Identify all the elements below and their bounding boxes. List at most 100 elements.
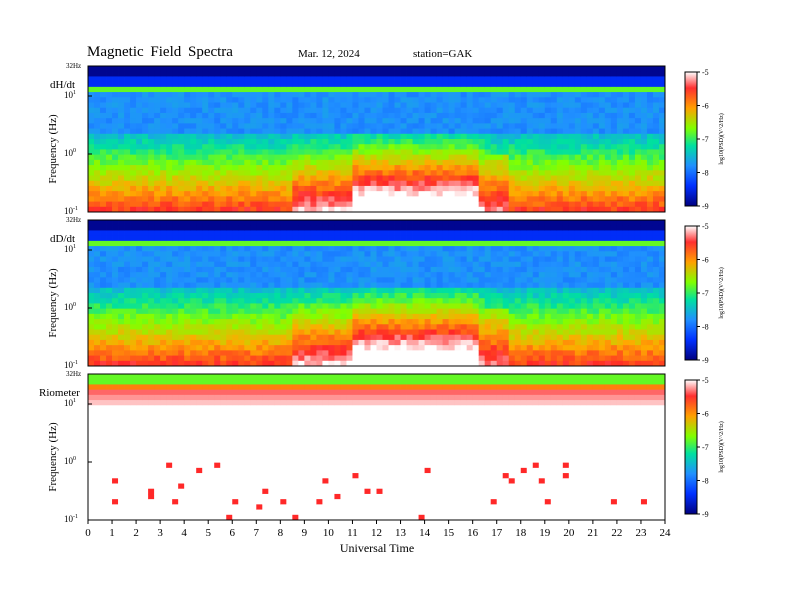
heatmap-cell bbox=[574, 256, 582, 263]
heatmap-cell bbox=[178, 102, 185, 109]
heatmap-cell bbox=[412, 175, 419, 182]
heatmap-cell bbox=[274, 123, 281, 129]
heatmap-cell bbox=[148, 107, 155, 114]
heatmap-cell bbox=[412, 225, 419, 231]
heatmap-cell bbox=[532, 251, 540, 257]
heatmap-cell bbox=[442, 123, 450, 129]
heatmap-cell bbox=[274, 287, 281, 294]
heatmap-cell bbox=[598, 107, 606, 114]
heatmap-cell bbox=[280, 230, 287, 237]
heatmap-cell bbox=[556, 308, 564, 315]
heatmap-cell bbox=[400, 102, 407, 109]
heatmap-cell bbox=[454, 196, 462, 202]
heatmap-cell bbox=[286, 66, 293, 72]
heatmap-cell bbox=[208, 350, 215, 356]
heatmap-cell bbox=[292, 355, 299, 362]
heatmap-cell bbox=[484, 71, 492, 77]
heatmap-cell bbox=[340, 256, 347, 263]
heatmap-cell bbox=[310, 266, 317, 273]
heatmap-cell bbox=[298, 287, 305, 294]
heatmap-cell bbox=[304, 293, 311, 299]
heatmap-cell bbox=[226, 180, 233, 187]
heatmap-cell bbox=[196, 324, 203, 330]
heatmap-cell bbox=[592, 191, 600, 197]
heatmap-cell bbox=[424, 92, 431, 98]
heatmap-cell bbox=[424, 97, 431, 103]
heatmap-cell bbox=[454, 81, 462, 88]
heatmap-cell bbox=[430, 123, 437, 129]
heatmap-cell bbox=[634, 180, 642, 187]
heatmap-cell bbox=[550, 97, 558, 103]
heatmap-cell bbox=[484, 350, 492, 356]
heatmap-cell bbox=[220, 225, 227, 231]
heatmap-cell bbox=[298, 220, 305, 226]
heatmap-cell bbox=[382, 112, 389, 119]
heatmap-cell bbox=[454, 293, 462, 299]
heatmap-cell bbox=[292, 144, 299, 150]
heatmap-cell bbox=[526, 225, 534, 231]
heatmap-cell bbox=[580, 86, 588, 93]
heatmap-cell bbox=[208, 334, 215, 341]
heatmap-cell bbox=[304, 313, 311, 320]
heatmap-cell bbox=[160, 298, 167, 304]
heatmap-cell bbox=[568, 81, 576, 88]
heatmap-cell bbox=[286, 339, 293, 346]
heatmap-cell bbox=[520, 240, 528, 247]
heatmap-cell bbox=[442, 149, 450, 156]
heatmap-cell bbox=[406, 272, 413, 278]
heatmap-cell bbox=[424, 149, 431, 156]
heatmap-cell bbox=[646, 175, 654, 182]
heatmap-cell bbox=[208, 319, 215, 325]
heatmap-cell bbox=[454, 112, 462, 119]
heatmap-cell bbox=[430, 277, 437, 283]
heatmap-cell bbox=[502, 345, 510, 351]
heatmap-cell bbox=[490, 319, 498, 325]
heatmap-cell bbox=[454, 159, 462, 166]
heatmap-cell bbox=[178, 154, 185, 161]
heatmap-cell bbox=[436, 144, 444, 150]
heatmap-cell bbox=[130, 185, 137, 192]
heatmap-cell bbox=[118, 251, 125, 257]
heatmap-cell bbox=[430, 345, 437, 351]
heatmap-cell bbox=[442, 313, 450, 320]
heatmap-cell bbox=[316, 246, 323, 252]
heatmap-cell bbox=[94, 287, 101, 294]
heatmap-cell bbox=[250, 76, 257, 83]
heatmap-cell bbox=[418, 86, 425, 93]
heatmap-cell bbox=[220, 246, 227, 252]
heatmap-cell bbox=[568, 240, 576, 247]
heatmap-cell bbox=[502, 196, 510, 202]
heatmap-cell bbox=[454, 329, 462, 336]
heatmap-cell bbox=[364, 133, 371, 140]
heatmap-cell bbox=[550, 240, 558, 247]
heatmap-cell bbox=[226, 345, 233, 351]
heatmap-cell bbox=[388, 324, 395, 330]
heatmap-cell bbox=[532, 261, 540, 268]
heatmap-cell bbox=[556, 339, 564, 346]
heatmap-cell bbox=[364, 246, 371, 252]
heatmap-cell bbox=[568, 128, 576, 135]
heatmap-cell bbox=[646, 86, 654, 93]
heatmap-cell bbox=[436, 123, 444, 129]
heatmap-cell bbox=[376, 308, 383, 315]
heatmap-cell bbox=[550, 230, 558, 237]
heatmap-cell bbox=[460, 298, 468, 304]
heatmap-cell bbox=[322, 102, 329, 109]
heatmap-cell bbox=[628, 118, 636, 124]
heatmap-cell bbox=[460, 345, 468, 351]
heatmap-cell bbox=[100, 128, 107, 135]
heatmap-cell bbox=[304, 128, 311, 135]
heatmap-cell bbox=[442, 246, 450, 252]
heatmap-cell bbox=[586, 191, 594, 197]
heatmap-cell bbox=[514, 230, 522, 237]
heatmap-cell bbox=[466, 191, 474, 197]
heatmap-cell bbox=[496, 206, 504, 213]
heatmap-cell bbox=[544, 272, 552, 278]
heatmap-cell bbox=[286, 345, 293, 351]
heatmap-cell bbox=[184, 97, 191, 103]
heatmap-cell bbox=[256, 92, 263, 98]
heatmap-cell bbox=[418, 308, 425, 315]
heatmap-cell bbox=[220, 185, 227, 192]
heatmap-cell bbox=[532, 102, 540, 109]
heatmap-cell bbox=[100, 149, 107, 156]
